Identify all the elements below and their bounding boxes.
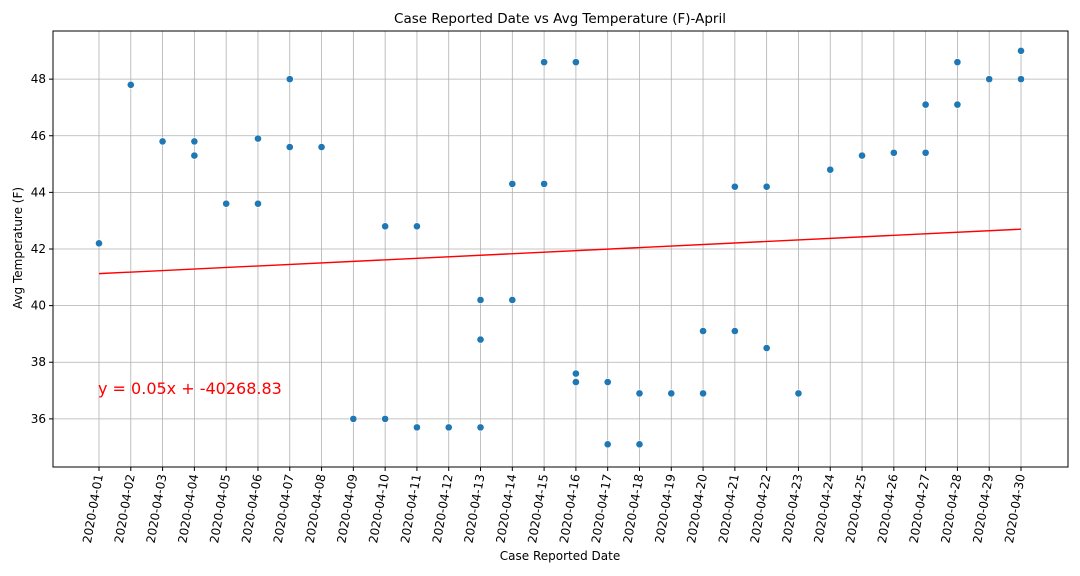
data-point: [413, 222, 421, 231]
data-point: [349, 414, 358, 423]
data-point: [254, 134, 262, 143]
x-tick-label: 2020-04-14: [493, 473, 519, 544]
data-point: [921, 100, 930, 109]
data-point: [953, 100, 962, 109]
data-point: [476, 335, 485, 344]
x-tick-label: 2020-04-07: [271, 473, 297, 544]
x-axis-label: Case Reported Date: [500, 549, 620, 563]
data-point: [190, 137, 199, 146]
data-point: [571, 378, 580, 386]
x-tick-label: 2020-04-04: [175, 473, 201, 544]
grid: [53, 31, 1068, 467]
y-axis-label: Avg Temperature (F): [11, 187, 25, 309]
data-point: [667, 389, 676, 398]
data-point: [254, 199, 262, 208]
data-point: [95, 239, 103, 248]
chart-title: Case Reported Date vs Avg Temperature (F…: [394, 11, 726, 27]
data-point: [762, 344, 771, 352]
data-point: [476, 423, 485, 432]
x-tick-label: 2020-04-19: [652, 473, 678, 544]
data-point: [285, 75, 294, 84]
x-tick-label: 2020-04-24: [811, 473, 837, 544]
data-point: [508, 179, 517, 188]
x-tick-label: 2020-04-22: [748, 473, 774, 544]
y-tick-label: 44: [31, 185, 46, 199]
x-tick-label: 2020-04-21: [716, 473, 742, 544]
x-tick-label: 2020-04-17: [589, 473, 615, 544]
data-point: [889, 148, 898, 157]
data-point: [476, 296, 485, 304]
x-axis-ticks: 2020-04-01 2020-04-02 2020-04-03 2020-04-04…: [80, 467, 1028, 544]
data-point: [381, 414, 390, 423]
data-point: [1017, 75, 1025, 84]
x-tick-label: 2020-04-06: [239, 473, 265, 544]
data-point: [699, 389, 707, 398]
data-point: [635, 389, 644, 398]
x-tick-label: 2020-04-13: [462, 473, 488, 544]
x-tick-label: 2020-04-23: [780, 473, 806, 544]
data-point: [635, 440, 644, 449]
x-tick-label: 2020-04-10: [366, 473, 392, 544]
x-tick-label: 2020-04-03: [144, 473, 170, 544]
data-point: [985, 75, 994, 84]
regression-equation: y = 0.05x + -40268.83: [98, 379, 282, 398]
x-tick-label: 2020-04-09: [334, 473, 360, 544]
data-point: [158, 137, 167, 146]
x-tick-label: 2020-04-05: [207, 473, 233, 544]
data-point: [571, 369, 580, 378]
data-point: [126, 80, 135, 89]
data-point: [699, 327, 707, 336]
y-tick-label: 48: [31, 72, 46, 86]
x-tick-label: 2020-04-16: [557, 473, 583, 544]
data-point: [730, 327, 739, 336]
x-tick-label: 2020-04-28: [938, 473, 964, 544]
y-tick-label: 46: [31, 129, 46, 143]
x-tick-label: 2020-04-15: [525, 473, 551, 544]
data-point: [222, 199, 231, 208]
y-tick-label: 42: [31, 242, 46, 256]
data-point: [317, 143, 326, 151]
data-point: [285, 143, 294, 151]
data-point: [381, 222, 390, 231]
data-point: [730, 182, 739, 191]
x-tick-label: 2020-04-11: [398, 473, 424, 544]
data-point: [953, 58, 962, 67]
data-point: [190, 151, 199, 160]
data-point: [508, 296, 517, 304]
y-tick-label: 40: [31, 299, 46, 313]
data-point: [540, 179, 549, 188]
data-points: [95, 46, 1025, 449]
data-point: [444, 423, 453, 432]
data-point: [794, 389, 803, 398]
x-tick-label: 2020-04-26: [875, 473, 901, 544]
data-point: [413, 423, 421, 432]
data-point: [603, 378, 612, 386]
x-tick-label: 2020-04-18: [621, 473, 647, 544]
x-tick-label: 2020-04-30: [1002, 473, 1028, 544]
x-tick-label: 2020-04-27: [907, 473, 933, 544]
data-point: [1017, 46, 1025, 55]
y-tick-label: 36: [31, 412, 46, 426]
data-point: [603, 440, 612, 449]
x-tick-label: 2020-04-12: [430, 473, 456, 544]
x-tick-label: 2020-04-25: [843, 473, 869, 544]
plot-frame: [52, 30, 1069, 468]
x-tick-label: 2020-04-01: [80, 473, 106, 544]
x-tick-label: 2020-04-29: [970, 473, 996, 544]
x-tick-label: 2020-04-08: [303, 473, 329, 544]
data-point: [858, 151, 866, 160]
x-tick-label: 2020-04-20: [684, 473, 710, 544]
y-tick-label: 38: [31, 355, 46, 369]
regression-line: [98, 228, 1022, 275]
x-tick-label: 2020-04-02: [112, 473, 138, 544]
data-point: [571, 58, 580, 67]
regression-line-group: [98, 228, 1022, 275]
data-point: [826, 165, 835, 174]
y-axis-ticks: 36 38 40 42 44 46 48: [31, 72, 53, 426]
data-point: [762, 182, 771, 191]
data-point: [921, 148, 930, 157]
data-point: [540, 58, 549, 67]
